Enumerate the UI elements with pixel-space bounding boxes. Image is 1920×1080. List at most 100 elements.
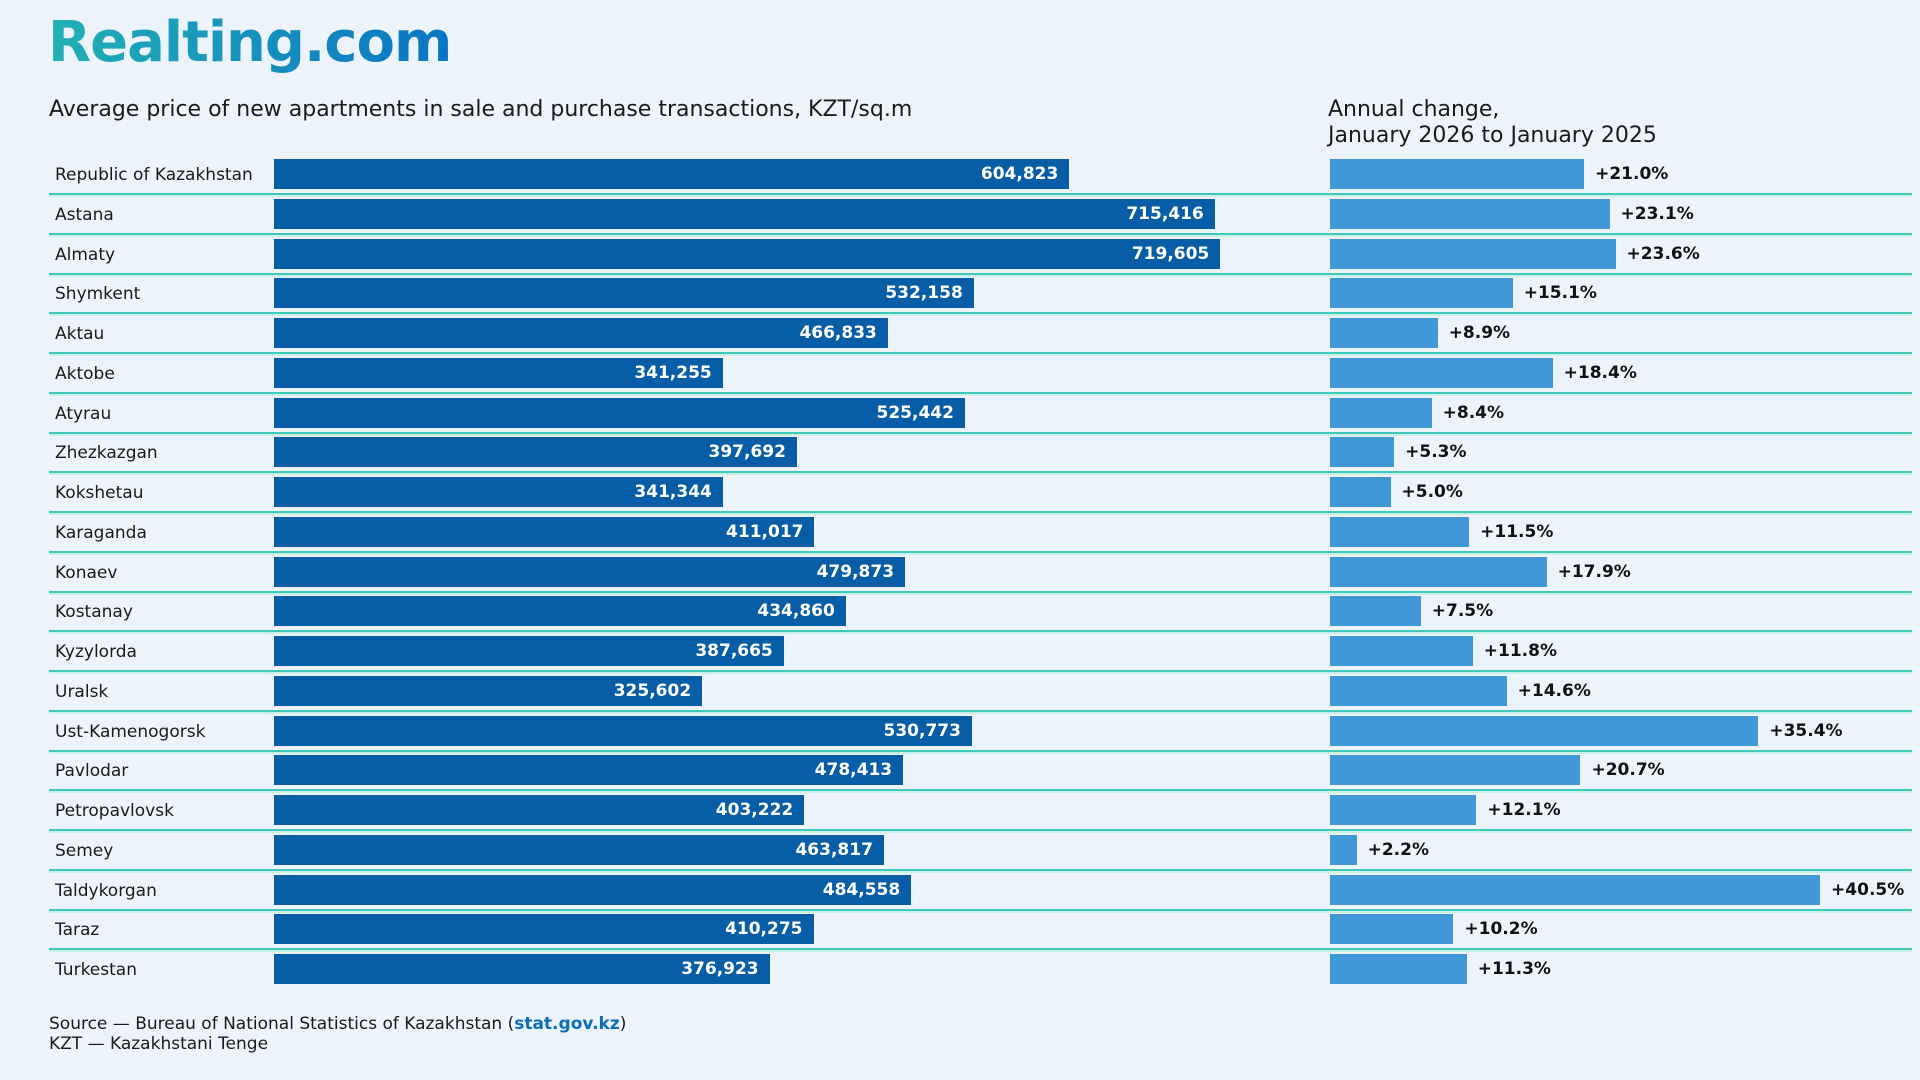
row-label: Astana [55, 204, 114, 225]
price-value-label: 410,275 [725, 919, 803, 940]
row-label: Almaty [55, 244, 116, 265]
change-value-label: +23.6% [1626, 243, 1700, 264]
row-separator [49, 352, 1912, 354]
price-value-label: 715,416 [1126, 203, 1204, 224]
source-note: Source — Bureau of National Statistics o… [49, 1014, 626, 1034]
source-text: Source — Bureau of National Statistics o… [49, 1014, 515, 1034]
change-bar [1330, 516, 1470, 547]
change-value-label: +21.0% [1595, 164, 1669, 184]
price-bar [274, 278, 974, 309]
row-label: Petropavlovsk [55, 801, 174, 821]
row-label: Ust-Kamenogorsk [55, 721, 206, 742]
source-link[interactable]: stat.gov.kz [514, 1014, 620, 1034]
price-bar [274, 477, 723, 507]
change-bar [1330, 874, 1821, 905]
price-value-label: 530,773 [883, 720, 961, 741]
realting-logo[interactable]: Realting.com [48, 10, 452, 75]
row-separator [49, 193, 1912, 195]
change-bar [1330, 437, 1395, 468]
change-bar [1330, 755, 1581, 786]
row-label: Zhezkazgan [55, 443, 158, 464]
change-bar [1330, 834, 1357, 865]
price-bar [274, 556, 906, 587]
row-separator [49, 471, 1912, 474]
price-bar [274, 357, 723, 388]
change-bar [1330, 556, 1547, 587]
row-separator [49, 630, 1912, 633]
price-value-label: 397,692 [708, 442, 786, 463]
row-label: Kyzylorda [55, 642, 137, 662]
annual-change-title: Annual change, January 2026 to January 2… [1328, 97, 1657, 149]
price-bar [274, 437, 797, 468]
row-label: Pavlodar [55, 761, 129, 782]
row-separator [49, 789, 1912, 792]
price-value-label: 532,158 [885, 283, 963, 304]
change-bar [1330, 159, 1585, 189]
change-value-label: +12.1% [1487, 800, 1561, 820]
change-value-label: +5.0% [1401, 482, 1463, 502]
row-label: Konaev [55, 562, 118, 583]
row-separator [49, 868, 1912, 871]
row-separator [49, 431, 1912, 434]
change-value-label: +35.4% [1769, 720, 1843, 741]
row-separator [49, 550, 1912, 553]
change-bar [1330, 795, 1477, 825]
price-bar [274, 397, 965, 428]
row-label: Kokshetau [55, 483, 144, 503]
price-bar [274, 636, 784, 666]
change-value-label: +15.1% [1523, 283, 1597, 304]
change-value-label: +11.5% [1480, 521, 1554, 542]
change-value-label: +5.3% [1405, 442, 1467, 463]
change-value-label: +40.5% [1831, 879, 1905, 900]
chart-title: Average price of new apartments in sale … [49, 97, 913, 122]
price-value-label: 411,017 [726, 521, 804, 542]
change-bar [1330, 636, 1473, 666]
change-value-label: +11.3% [1477, 959, 1551, 979]
row-separator [49, 590, 1912, 593]
row-label: Republic of Kazakhstan [55, 165, 253, 185]
source-suffix: ) [619, 1014, 627, 1034]
row-separator [49, 312, 1912, 315]
row-label: Shymkent [55, 284, 141, 305]
price-bar [274, 675, 703, 706]
price-value-label: 719,605 [1131, 243, 1210, 264]
price-value-label: 341,344 [634, 482, 712, 502]
price-bar [274, 198, 1215, 229]
price-bar [274, 715, 972, 746]
change-bar [1330, 357, 1553, 388]
change-bar [1330, 318, 1438, 348]
price-value-label: 434,860 [757, 601, 835, 622]
change-bar [1330, 477, 1391, 507]
change-bar [1330, 278, 1513, 309]
change-bar [1330, 198, 1610, 229]
row-label: Taldykorgan [55, 880, 157, 901]
price-bar [274, 516, 815, 547]
price-value-label: 479,873 [816, 561, 895, 582]
row-separator [49, 511, 1912, 513]
row-label: Taraz [55, 920, 100, 941]
row-label: Turkestan [55, 960, 137, 980]
price-bar [274, 238, 1221, 269]
annual-change-title-line2: January 2026 to January 2025 [1328, 123, 1657, 148]
price-value-label: 376,923 [681, 959, 759, 979]
change-value-label: +17.9% [1557, 561, 1631, 582]
change-value-label: +10.2% [1464, 919, 1538, 940]
row-separator [49, 749, 1912, 752]
row-separator [49, 272, 1912, 275]
price-value-label: 463,817 [795, 839, 873, 860]
row-separator [49, 391, 1912, 394]
price-value-label: 478,413 [814, 760, 893, 781]
row-separator [49, 709, 1912, 712]
change-bar [1330, 914, 1454, 945]
change-value-label: +11.8% [1483, 641, 1557, 661]
price-bar [274, 755, 904, 786]
price-value-label: 325,602 [613, 680, 692, 701]
price-bar [274, 954, 770, 984]
price-bar [274, 318, 888, 348]
price-bar [274, 874, 912, 905]
currency-note: KZT — Kazakhstani Tenge [49, 1034, 269, 1054]
change-value-label: +8.4% [1442, 402, 1505, 423]
row-separator [49, 948, 1912, 951]
change-value-label: +2.2% [1367, 839, 1430, 860]
change-bar [1330, 238, 1616, 269]
